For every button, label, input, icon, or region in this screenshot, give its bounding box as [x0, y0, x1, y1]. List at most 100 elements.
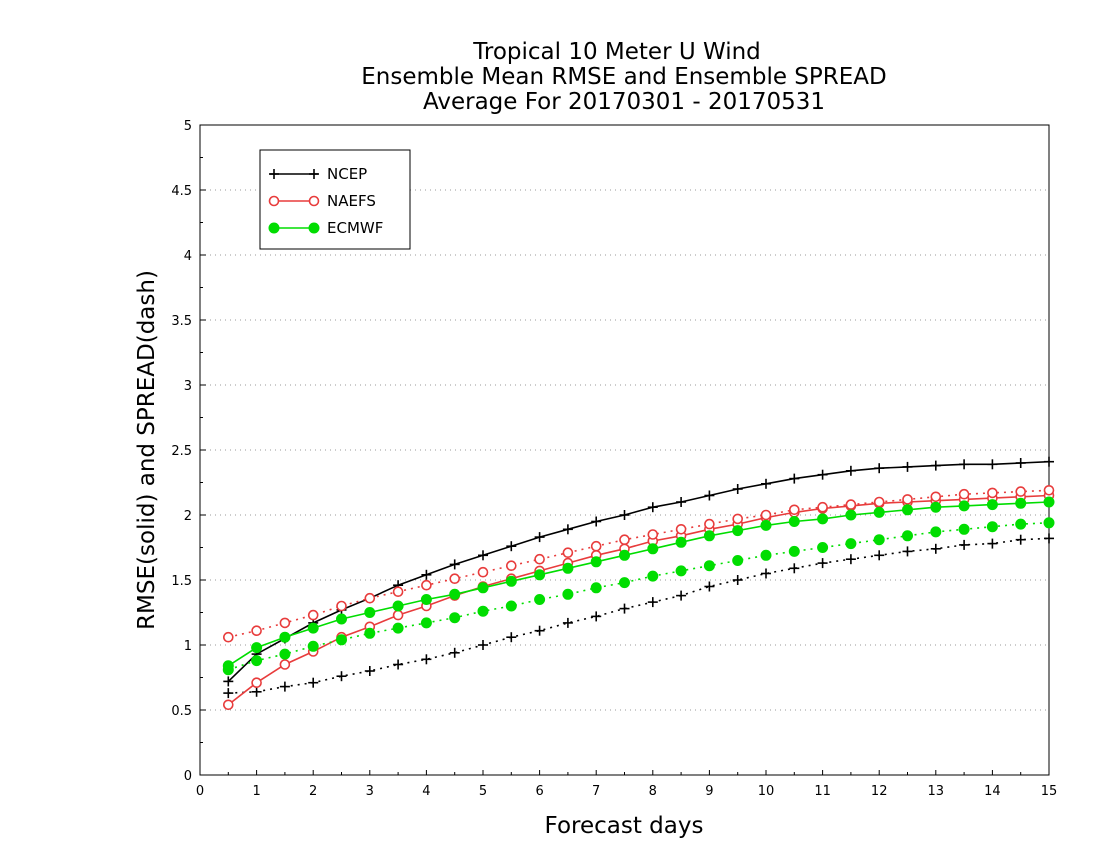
- point-ecmwf-rmse-4: [336, 613, 347, 625]
- point-ecmwf-rmse-3: [307, 622, 319, 634]
- x-tick-label-13: 13: [928, 784, 945, 799]
- point-ncep-rmse-29: [1044, 456, 1054, 467]
- point-ecmwf-spread-29: [1043, 517, 1055, 529]
- y-tick-label-10: 5: [184, 119, 192, 134]
- line-naefs-rmse: [227, 494, 1050, 706]
- legend-marker-start-ecmwf: [268, 222, 280, 234]
- point-ncep-rmse-27: [987, 459, 998, 470]
- point-ncep-spread-27: [987, 538, 998, 549]
- point-ncep-spread-14: [619, 603, 630, 614]
- point-ecmwf-spread-25: [930, 526, 942, 538]
- point-ecmwf-spread-3: [307, 640, 319, 652]
- point-ncep-rmse-16: [676, 497, 687, 507]
- point-ncep-rmse-28: [1015, 458, 1026, 468]
- point-ncep-rmse-21: [817, 469, 828, 480]
- y-tick-label-6: 3: [184, 379, 192, 394]
- point-naefs-spread-14: [619, 534, 630, 546]
- point-naefs-spread-24: [902, 494, 913, 505]
- x-tick-label-3: 3: [366, 784, 374, 799]
- point-ecmwf-spread-5: [364, 627, 376, 639]
- point-ecmwf-rmse-6: [392, 600, 404, 612]
- point-ecmwf-spread-21: [817, 542, 829, 553]
- point-ecmwf-spread-2: [279, 648, 291, 660]
- point-naefs-spread-3: [307, 609, 319, 621]
- point-naefs-spread-23: [873, 496, 885, 508]
- point-ncep-rmse-19: [761, 478, 771, 489]
- title-line-3: Average For 20170301 - 20170531: [423, 89, 825, 115]
- point-naefs-spread-21: [817, 501, 828, 513]
- point-naefs-spread-11: [534, 553, 545, 565]
- point-ecmwf-spread-9: [477, 605, 489, 617]
- x-tick-label-8: 8: [649, 784, 657, 799]
- point-ecmwf-spread-27: [986, 521, 998, 533]
- point-ncep-spread-16: [676, 590, 687, 601]
- point-naefs-spread-27: [987, 487, 998, 499]
- point-naefs-spread-17: [704, 518, 715, 530]
- legend: NCEP NAEFS ECMWF: [259, 149, 411, 250]
- x-axis: 0 1 2 3 4 5 6 7 8 9 10 11 12 13 14 15: [196, 770, 1057, 799]
- point-ecmwf-rmse-23: [873, 506, 885, 518]
- point-naefs-spread-8: [449, 573, 461, 585]
- point-ecmwf-spread-11: [534, 594, 546, 605]
- point-ncep-spread-7: [421, 654, 432, 665]
- point-ecmwf-spread-7: [420, 617, 432, 629]
- point-naefs-spread-26: [958, 488, 970, 500]
- y-tick-label-0: 0: [184, 769, 192, 784]
- point-ecmwf-spread-0: [222, 664, 234, 676]
- series-ecmwf: [222, 496, 1055, 676]
- point-ncep-spread-28: [1015, 534, 1026, 545]
- point-ncep-rmse-13: [591, 516, 602, 527]
- point-ecmwf-spread-22: [845, 538, 857, 550]
- point-ecmwf-rmse-8: [449, 588, 461, 600]
- point-ecmwf-rmse-14: [619, 549, 630, 561]
- point-ecmwf-rmse-10: [505, 575, 517, 587]
- x-tick-label-14: 14: [984, 784, 1001, 799]
- point-ncep-spread-13: [591, 611, 602, 622]
- point-ncep-rmse-10: [506, 541, 517, 552]
- point-ecmwf-rmse-19: [760, 519, 772, 531]
- legend-entry-ecmwf: ECMWF: [268, 219, 383, 237]
- point-ncep-rmse-14: [619, 510, 630, 520]
- y-tick-label-2: 1: [184, 639, 192, 654]
- x-tick-label-9: 9: [705, 784, 713, 799]
- line-naefs-spread: [228, 489, 1050, 638]
- line-ecmwf-rmse: [227, 501, 1050, 667]
- point-ecmwf-spread-16: [675, 565, 687, 577]
- point-ecmwf-rmse-28: [1015, 497, 1027, 509]
- x-tick-label-1: 1: [252, 784, 260, 799]
- point-ncep-spread-12: [562, 617, 573, 628]
- point-ncep-spread-25: [930, 543, 941, 554]
- point-naefs-spread-25: [930, 491, 942, 503]
- point-ecmwf-rmse-15: [647, 543, 659, 555]
- point-naefs-spread-18: [732, 513, 744, 525]
- point-ncep-spread-18: [732, 575, 743, 585]
- point-ncep-spread-29: [1044, 533, 1054, 544]
- x-tick-label-6: 6: [535, 784, 543, 799]
- point-naefs-spread-9: [477, 566, 489, 578]
- point-naefs-rmse-1: [251, 677, 262, 689]
- title-line-1: Tropical 10 Meter U Wind: [472, 39, 761, 65]
- point-ncep-spread-20: [789, 563, 800, 574]
- point-ecmwf-rmse-13: [590, 556, 602, 568]
- legend-box: [259, 149, 411, 250]
- point-naefs-rmse-6: [392, 609, 404, 621]
- point-ecmwf-rmse-5: [364, 607, 376, 618]
- point-naefs-spread-20: [788, 504, 800, 516]
- point-ecmwf-rmse-24: [902, 504, 913, 516]
- legend-marker-end-ecmwf: [308, 222, 320, 234]
- point-ncep-spread-26: [959, 539, 970, 550]
- point-ecmwf-rmse-12: [562, 562, 574, 574]
- point-ecmwf-spread-26: [958, 523, 970, 535]
- point-ncep-rmse-9: [478, 550, 488, 561]
- point-ecmwf-spread-8: [449, 612, 461, 624]
- y-tick-label-1: 0.5: [171, 704, 192, 719]
- y-tick-label-7: 3.5: [171, 314, 192, 329]
- point-ncep-spread-5: [364, 666, 375, 676]
- point-ecmwf-rmse-9: [477, 582, 489, 594]
- point-ecmwf-spread-13: [590, 582, 602, 594]
- point-ecmwf-spread-20: [788, 545, 800, 557]
- y-axis-label: RMSE(solid) and SPREAD(dash): [134, 270, 160, 630]
- point-naefs-spread-16: [675, 523, 687, 535]
- point-ncep-rmse-23: [874, 463, 885, 474]
- point-naefs-spread-13: [590, 540, 602, 552]
